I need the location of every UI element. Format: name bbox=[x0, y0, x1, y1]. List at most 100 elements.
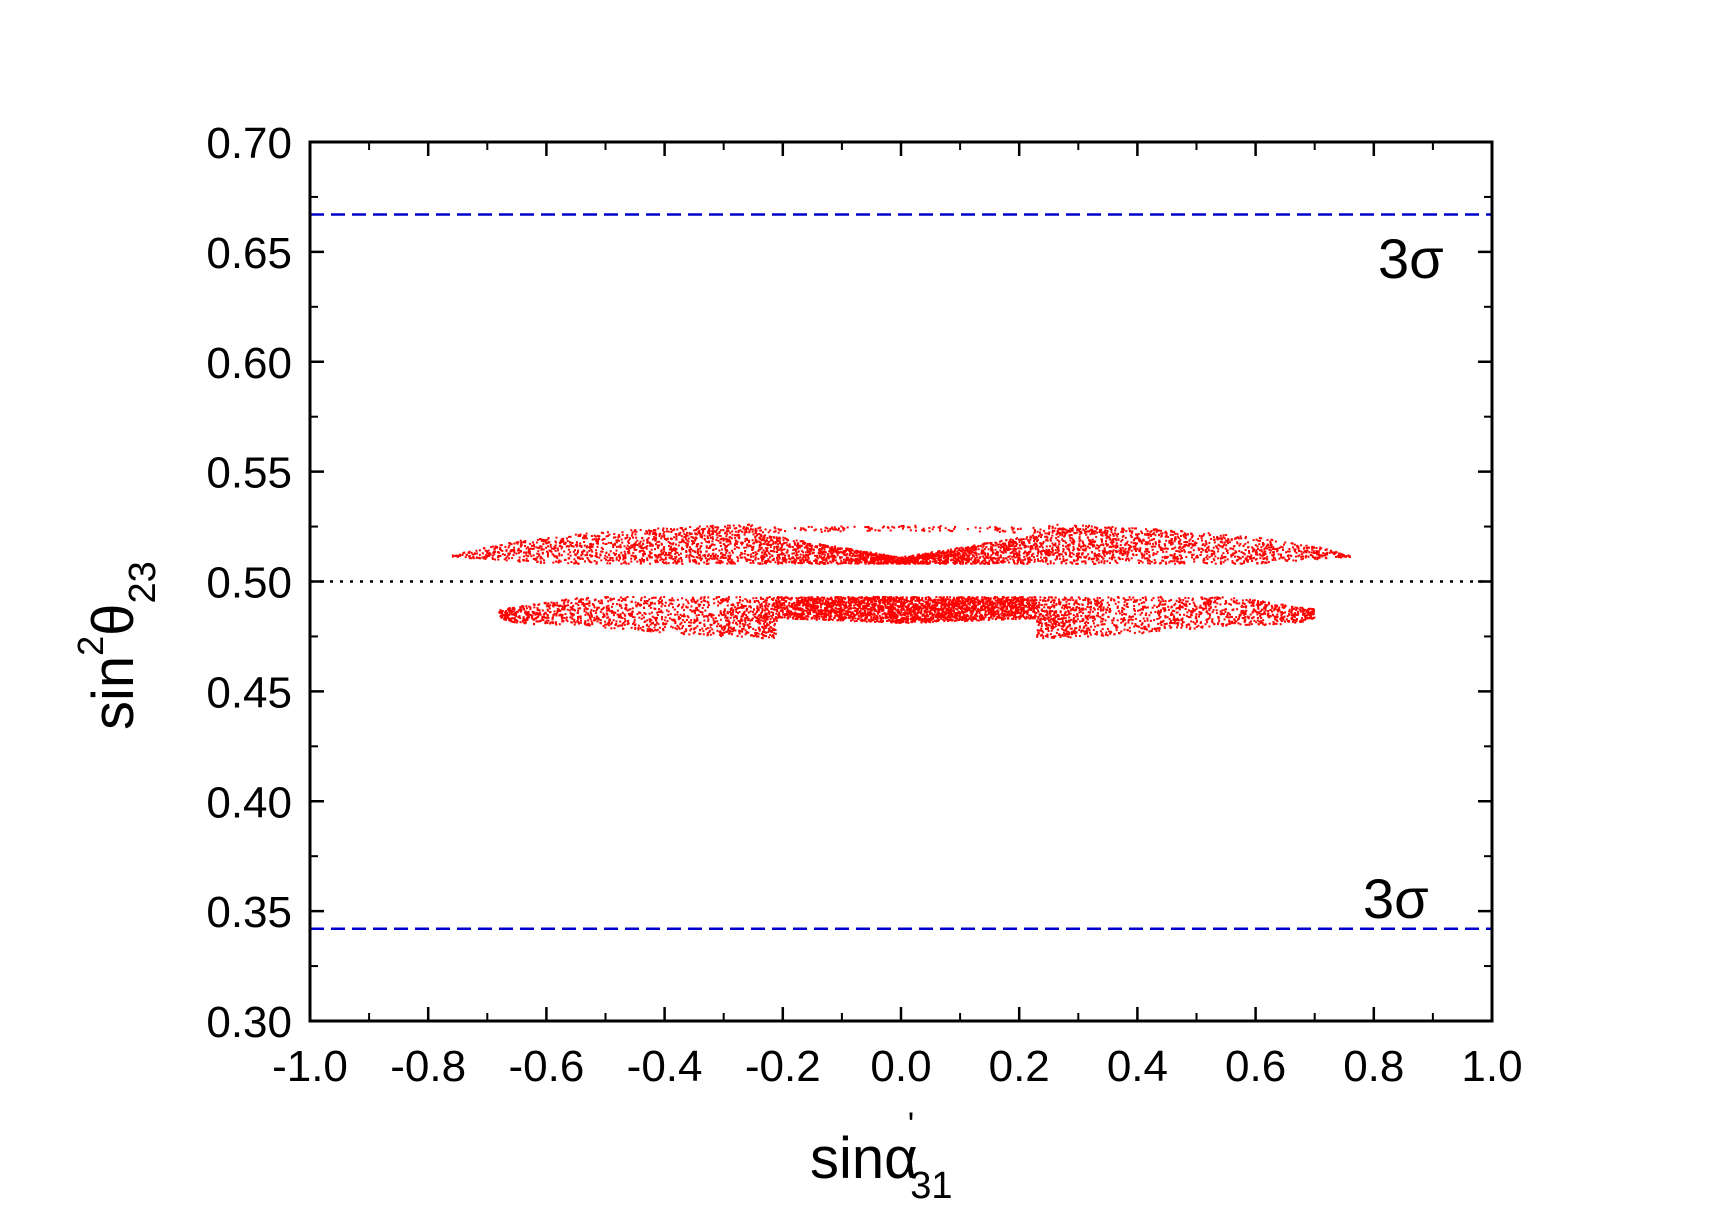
scatter-point bbox=[576, 552, 579, 555]
scatter-point bbox=[665, 530, 668, 533]
scatter-point bbox=[1165, 534, 1168, 537]
scatter-point bbox=[1102, 618, 1105, 621]
scatter-point bbox=[998, 530, 1001, 533]
scatter-point bbox=[821, 551, 824, 553]
scatter-point bbox=[896, 610, 899, 613]
scatter-point bbox=[720, 560, 723, 563]
scatter-point bbox=[785, 541, 788, 544]
scatter-point bbox=[1103, 553, 1105, 556]
scatter-point bbox=[557, 549, 560, 552]
scatter-point bbox=[540, 548, 543, 551]
scatter-point bbox=[1137, 559, 1140, 562]
scatter-point bbox=[689, 546, 691, 549]
scatter-point bbox=[978, 530, 981, 533]
scatter-point bbox=[1273, 553, 1275, 556]
scatter-point bbox=[928, 530, 931, 533]
scatter-point bbox=[955, 554, 958, 557]
scatter-point bbox=[456, 555, 459, 558]
scatter-point bbox=[946, 558, 949, 561]
scatter-point bbox=[1038, 531, 1041, 534]
scatter-point bbox=[1133, 625, 1136, 628]
scatter-point bbox=[796, 554, 799, 556]
scatter-point bbox=[1072, 549, 1075, 552]
scatter-point bbox=[821, 547, 824, 549]
scatter-point bbox=[741, 530, 743, 533]
scatter-point bbox=[717, 539, 720, 542]
scatter-point bbox=[1013, 545, 1016, 548]
scatter-point bbox=[1161, 556, 1164, 559]
scatter-point bbox=[852, 558, 855, 561]
scatter-point bbox=[751, 528, 754, 531]
scatter-point bbox=[537, 550, 540, 553]
scatter-point bbox=[878, 529, 881, 532]
scatter-point bbox=[1061, 534, 1064, 537]
scatter-point bbox=[464, 556, 467, 559]
scatter-point bbox=[732, 560, 735, 563]
scatter-point bbox=[812, 551, 814, 554]
scatter-point bbox=[959, 555, 962, 558]
scatter-point bbox=[1310, 551, 1313, 554]
scatter-point bbox=[1120, 540, 1123, 543]
scatter-point bbox=[670, 538, 673, 541]
scatter-point bbox=[538, 554, 541, 557]
scatter-point bbox=[822, 544, 825, 547]
scatter-point bbox=[624, 556, 627, 559]
scatter-point bbox=[907, 557, 910, 559]
scatter-point bbox=[1217, 547, 1220, 550]
scatter-point bbox=[916, 556, 919, 559]
scatter-point bbox=[1121, 546, 1124, 549]
scatter-point bbox=[729, 562, 732, 565]
scatter-point bbox=[983, 557, 986, 560]
scatter-point bbox=[674, 549, 677, 552]
scatter-point bbox=[1000, 540, 1003, 542]
scatter-point bbox=[661, 529, 664, 532]
scatter-point bbox=[727, 530, 730, 533]
scatter-point bbox=[549, 545, 552, 548]
scatter-point bbox=[1108, 550, 1111, 553]
scatter-point bbox=[497, 555, 500, 557]
scatter-point bbox=[727, 543, 730, 546]
scatter-point bbox=[1149, 535, 1152, 538]
scatter-point bbox=[1284, 558, 1287, 561]
scatter-point bbox=[652, 529, 655, 532]
scatter-point bbox=[1180, 554, 1182, 557]
scatter-point bbox=[802, 558, 805, 561]
scatter-point bbox=[1288, 557, 1290, 560]
scatter-point bbox=[1306, 549, 1309, 552]
scatter-point bbox=[725, 549, 728, 552]
scatter-point bbox=[886, 596, 889, 599]
scatter-point bbox=[665, 539, 668, 542]
scatter-point bbox=[984, 559, 987, 562]
scatter-point bbox=[706, 541, 709, 544]
scatter-point bbox=[989, 556, 992, 558]
scatter-point bbox=[719, 557, 722, 560]
scatter-point bbox=[1018, 550, 1021, 553]
scatter-point bbox=[793, 561, 796, 564]
scatter-point bbox=[902, 527, 904, 530]
scatter-point bbox=[686, 534, 689, 537]
scatter-point bbox=[1007, 545, 1010, 548]
scatter-point bbox=[1061, 528, 1064, 531]
scatter-point bbox=[754, 551, 757, 554]
scatter-point bbox=[949, 598, 952, 601]
scatter-point bbox=[1292, 546, 1294, 549]
scatter-point bbox=[1153, 532, 1156, 535]
scatter-point bbox=[1270, 543, 1272, 546]
scatter-point bbox=[792, 557, 795, 560]
scatter-point bbox=[1060, 562, 1063, 565]
scatter-point bbox=[690, 555, 693, 558]
scatter-point bbox=[998, 556, 1001, 559]
scatter-point bbox=[1088, 540, 1091, 543]
scatter-point bbox=[503, 553, 506, 556]
scatter-point bbox=[654, 559, 657, 562]
scatter-point bbox=[579, 542, 582, 545]
scatter-point bbox=[1069, 536, 1072, 539]
scatter-point bbox=[1087, 553, 1090, 556]
scatter-point bbox=[583, 544, 586, 547]
scatter-point bbox=[868, 529, 871, 532]
scatter-point bbox=[525, 605, 528, 608]
scatter-point bbox=[883, 557, 886, 560]
scatter-point bbox=[730, 562, 733, 565]
scatter-point bbox=[873, 553, 876, 556]
scatter-point bbox=[947, 553, 950, 556]
